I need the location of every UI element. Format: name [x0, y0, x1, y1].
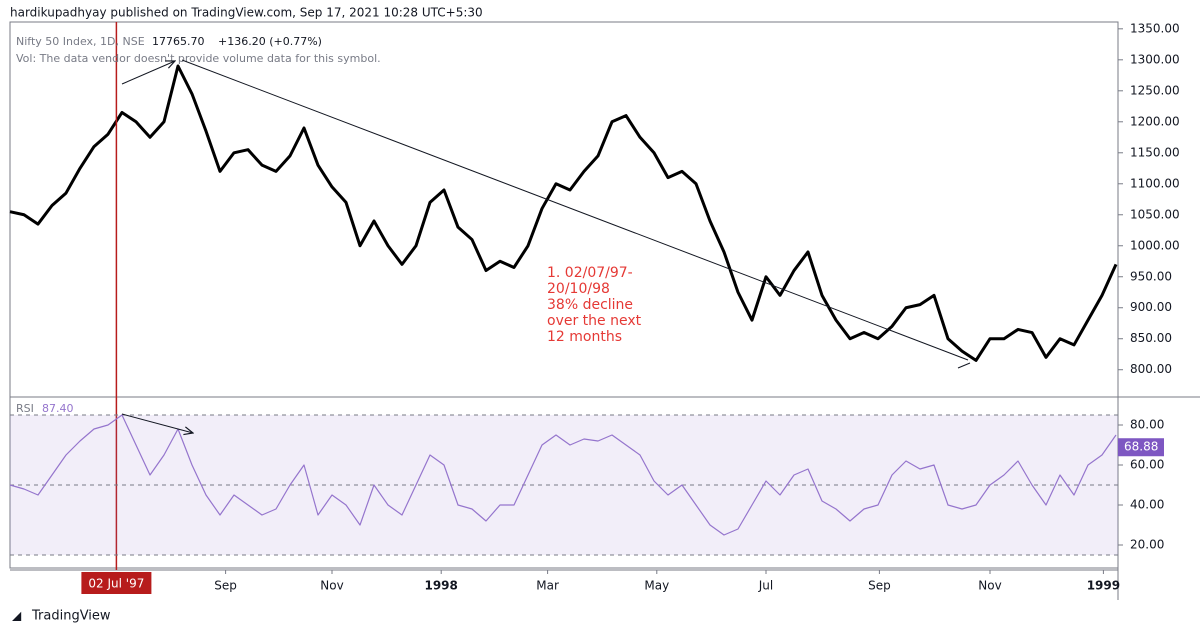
- brand-logo: ◢: [12, 609, 22, 623]
- annotation: 38% decline: [547, 297, 633, 313]
- x-tick-label: May: [644, 579, 669, 593]
- rsi-value: 87.40: [42, 402, 74, 415]
- x-tick-label: Sep: [214, 579, 237, 593]
- x-tick-label: Jul: [758, 579, 773, 593]
- y-tick-label: 1050.00: [1130, 207, 1180, 221]
- annotation: over the next: [547, 313, 642, 329]
- series-line: [9, 414, 1117, 536]
- symbol: Nifty 50 Index, 1D, NSE: [16, 35, 145, 48]
- annotation: 1. 02/07/97-: [547, 265, 633, 281]
- x-tick-label: 1998: [424, 579, 457, 593]
- trend-arrow: [121, 61, 175, 85]
- y-tick-label: 20.00: [1130, 538, 1164, 552]
- annotation: 12 months: [547, 329, 622, 345]
- volume-note: Vol: The data vendor doesn't provide vol…: [16, 52, 381, 65]
- trend-arrow: [957, 362, 971, 369]
- last-value-label: 68.88: [1124, 440, 1158, 454]
- y-tick-label: 1100.00: [1130, 176, 1180, 190]
- y-tick-label: 1000.00: [1130, 238, 1180, 252]
- y-tick-label: 800.00: [1130, 362, 1172, 376]
- highlight-box: [81, 572, 152, 594]
- y-tick-label: 1200.00: [1130, 114, 1180, 128]
- y-tick-label: 1250.00: [1130, 83, 1180, 97]
- x-tick-label: 1999: [1087, 579, 1120, 593]
- x-tick-label: Mar: [536, 579, 559, 593]
- rsi-arrow: [121, 413, 193, 433]
- last-price: 17765.70: [152, 35, 205, 48]
- x-tick-label: Nov: [320, 579, 343, 593]
- x-tick-label: Sep: [868, 579, 891, 593]
- y-tick-label: 1350.00: [1130, 21, 1180, 35]
- y-tick-label: 950.00: [1130, 269, 1172, 283]
- change: +136.20 (+0.77%): [218, 35, 322, 48]
- series-line: [9, 64, 1118, 362]
- highlight-label: 02 Jul '97: [88, 577, 144, 591]
- y-tick-label: 900.00: [1130, 300, 1172, 314]
- y-tick-label: 40.00: [1130, 498, 1164, 512]
- x-tick-label: Nov: [978, 579, 1001, 593]
- y-tick-label: 60.00: [1130, 458, 1164, 472]
- last-value-box: [1118, 438, 1164, 457]
- rsi-name: RSI: [16, 402, 34, 415]
- y-tick-label: 1150.00: [1130, 145, 1180, 159]
- header: hardikupadhyay published on TradingView.…: [10, 6, 483, 20]
- annotation: 20/10/98: [547, 281, 610, 297]
- y-tick-label: 1300.00: [1130, 52, 1180, 66]
- y-tick-label: 80.00: [1130, 418, 1164, 432]
- y-tick-label: 850.00: [1130, 331, 1172, 345]
- brand: TradingView: [31, 609, 111, 624]
- trend-line: [181, 59, 969, 361]
